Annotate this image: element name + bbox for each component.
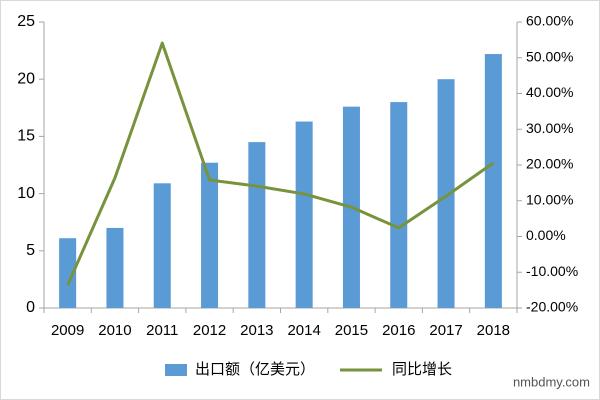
- x-tick-label: 2014: [287, 322, 320, 339]
- x-tick-label: 2010: [98, 322, 131, 339]
- legend-swatch: [165, 364, 187, 376]
- y-tick-label: 10: [17, 185, 35, 202]
- y2-tick-label: 30.00%: [526, 120, 573, 136]
- bar: [295, 121, 313, 308]
- x-tick-label: 2013: [240, 322, 273, 339]
- x-tick-label: 2009: [51, 322, 84, 339]
- x-tick-label: 2017: [429, 322, 462, 339]
- x-tick-label: 2012: [193, 322, 226, 339]
- x-tick-label: 2015: [335, 322, 368, 339]
- bar: [201, 162, 219, 308]
- bar: [248, 142, 266, 308]
- y-tick-label: 20: [17, 70, 35, 87]
- watermark: nmbdmy.com: [513, 374, 590, 389]
- line: [66, 41, 495, 286]
- x-tick-label: 2018: [477, 322, 510, 339]
- legend-label: 出口额（亿美元）: [195, 361, 315, 378]
- y-tick-label: 25: [17, 13, 35, 30]
- bar: [390, 102, 408, 308]
- bar: [59, 238, 77, 308]
- x-tick-label: 2011: [146, 322, 178, 339]
- bar: [437, 79, 455, 308]
- y2-tick-label: 50.00%: [526, 48, 573, 64]
- y2-tick-label: 60.00%: [526, 13, 573, 29]
- bar: [153, 183, 171, 308]
- y-tick-label: 0: [26, 299, 35, 316]
- y-tick-label: 15: [17, 128, 35, 145]
- y2-tick-label: 0.00%: [526, 227, 566, 243]
- legend-label: 同比增长: [392, 361, 452, 378]
- y2-tick-label: 20.00%: [526, 156, 573, 172]
- y-tick-label: 5: [26, 242, 35, 259]
- bar: [106, 227, 124, 308]
- y2-tick-label: 40.00%: [526, 84, 573, 100]
- y2-tick-label: -10.00%: [526, 263, 578, 279]
- bar: [484, 54, 502, 309]
- y2-tick-label: -20.00%: [526, 299, 578, 315]
- y2-tick-label: 10.00%: [526, 191, 573, 207]
- x-tick-label: 2016: [382, 322, 415, 339]
